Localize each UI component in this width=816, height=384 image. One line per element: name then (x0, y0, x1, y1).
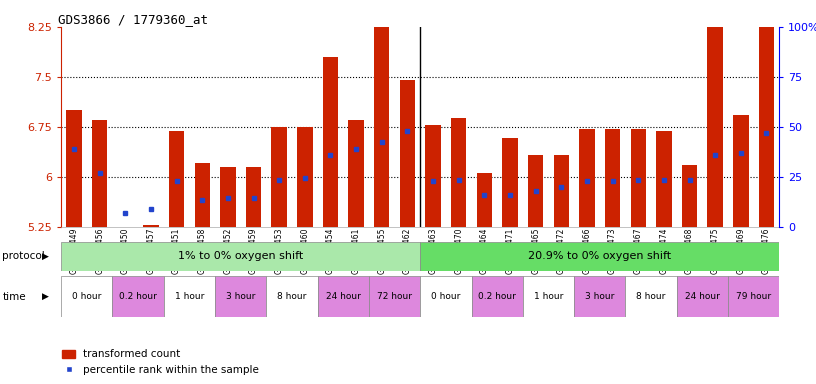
Bar (118, 227, 133, 231)
Bar (420, 276, 472, 317)
Bar (676, 276, 728, 317)
Text: 0.2 hour: 0.2 hour (119, 292, 157, 301)
Text: 3 hour: 3 hour (226, 292, 255, 301)
Bar (759, 20, 774, 227)
Text: ▶: ▶ (42, 292, 49, 301)
Text: 8 hour: 8 hour (636, 292, 666, 301)
Bar (733, 116, 748, 227)
Bar (266, 276, 317, 317)
Bar (246, 167, 261, 227)
Text: 8 hour: 8 hour (277, 292, 307, 301)
Bar (113, 276, 164, 317)
Bar (528, 156, 543, 227)
Bar (425, 126, 441, 227)
Legend: transformed count, percentile rank within the sample: transformed count, percentile rank withi… (58, 345, 264, 379)
Text: 0 hour: 0 hour (72, 292, 101, 301)
Bar (477, 173, 492, 227)
Bar (66, 110, 82, 227)
Bar (523, 276, 574, 317)
Text: 24 hour: 24 hour (685, 292, 720, 301)
Bar (503, 138, 517, 227)
Text: 72 hour: 72 hour (377, 292, 412, 301)
Bar (297, 127, 313, 227)
Text: 24 hour: 24 hour (326, 292, 361, 301)
Bar (472, 276, 523, 317)
Bar (420, 242, 779, 271)
Text: protocol: protocol (2, 251, 45, 262)
Text: 20.9% to 0% oxygen shift: 20.9% to 0% oxygen shift (528, 251, 672, 262)
Text: 1 hour: 1 hour (534, 292, 563, 301)
Bar (400, 80, 415, 227)
Bar (169, 131, 184, 227)
Text: 79 hour: 79 hour (736, 292, 771, 301)
Text: ▶: ▶ (42, 252, 49, 261)
Text: time: time (2, 291, 26, 302)
Bar (164, 276, 215, 317)
Bar (451, 118, 467, 227)
Bar (61, 242, 420, 271)
Bar (579, 129, 595, 227)
Bar (656, 131, 672, 227)
Bar (317, 276, 369, 317)
Bar (682, 165, 697, 227)
Bar (323, 57, 338, 227)
Text: 0.2 hour: 0.2 hour (478, 292, 516, 301)
Bar (194, 163, 210, 227)
Text: 0 hour: 0 hour (431, 292, 460, 301)
Bar (272, 127, 287, 227)
Bar (220, 167, 236, 227)
Bar (215, 276, 266, 317)
Bar (605, 129, 620, 227)
Bar (144, 225, 158, 227)
Bar (631, 129, 646, 227)
Text: 1% to 0% oxygen shift: 1% to 0% oxygen shift (178, 251, 304, 262)
Bar (728, 276, 779, 317)
Bar (369, 276, 420, 317)
Bar (553, 156, 569, 227)
Bar (348, 120, 364, 227)
Bar (92, 120, 108, 227)
Text: 3 hour: 3 hour (585, 292, 614, 301)
Bar (625, 276, 676, 317)
Bar (707, 25, 723, 227)
Bar (61, 276, 113, 317)
Text: 1 hour: 1 hour (175, 292, 204, 301)
Text: GDS3866 / 1779360_at: GDS3866 / 1779360_at (58, 13, 207, 26)
Bar (374, 10, 389, 227)
Bar (574, 276, 625, 317)
